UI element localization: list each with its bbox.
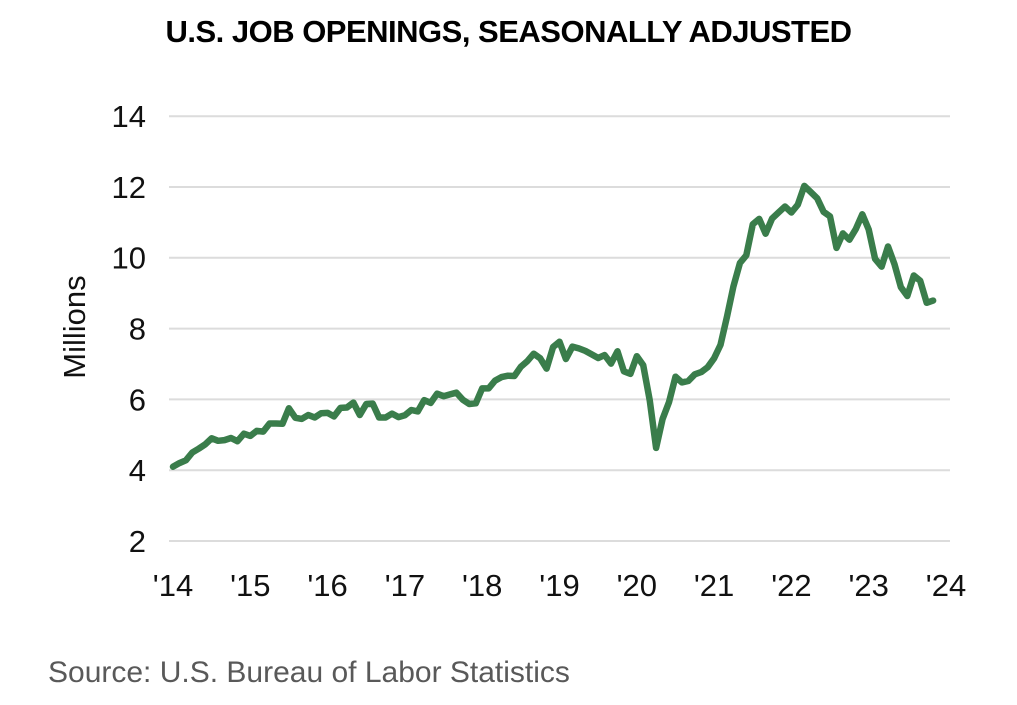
y-tick-label: 12 [112,170,146,205]
x-tick-label: '17 [385,568,425,603]
x-tick-label: '14 [153,568,193,603]
y-tick-label: 14 [112,99,146,134]
x-tick-label: '22 [771,568,811,603]
x-tick-label: '23 [848,568,888,603]
job-openings-series-line [169,182,937,470]
chart-title: U.S. JOB OPENINGS, SEASONALLY ADJUSTED [165,14,852,49]
y-tick-label: 2 [129,524,146,559]
source-note: Source: U.S. Bureau of Labor Statistics [48,656,570,689]
x-tick-label: '19 [539,568,579,603]
y-tick-label: 4 [129,453,146,488]
y-tick-label: 6 [129,382,146,417]
x-tick-label: '16 [307,568,347,603]
y-tick-label: 8 [129,311,146,346]
x-tick-label: '18 [462,568,502,603]
x-tick-label: '24 [926,568,966,603]
y-tick-label: 10 [112,241,146,276]
x-tick-label: '20 [617,568,657,603]
x-tick-label: '15 [230,568,270,603]
x-tick-label: '21 [694,568,734,603]
